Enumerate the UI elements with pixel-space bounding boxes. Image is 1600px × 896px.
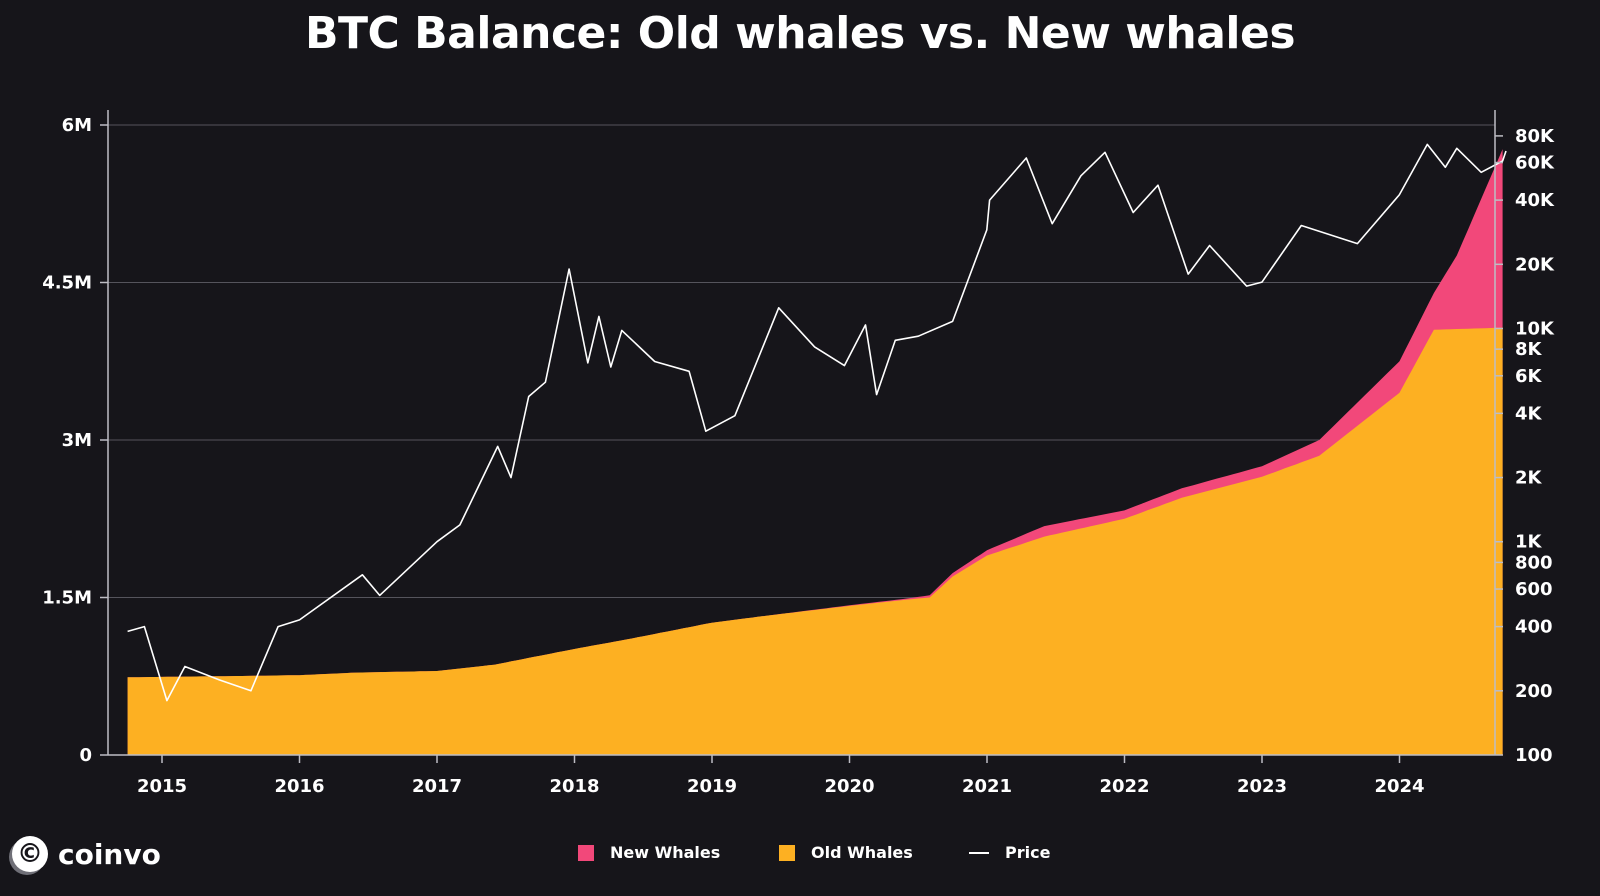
y-right-tick-label: 100 <box>1515 745 1553 766</box>
old-whales-area <box>127 327 1503 755</box>
y-left-tick-label: 0 <box>79 745 92 766</box>
y-right-tick-label: 800 <box>1515 552 1553 573</box>
y-right-tick-label: 600 <box>1515 579 1553 600</box>
copyright-icon: © <box>12 836 48 872</box>
x-tick-label: 2019 <box>687 776 737 797</box>
y-right-tick-label: 80K <box>1515 126 1555 147</box>
brand-logo: © coinvo <box>12 836 161 872</box>
x-tick-label: 2015 <box>137 776 187 797</box>
x-tick-label: 2017 <box>412 776 462 797</box>
y-right-tick-label: 400 <box>1515 617 1553 638</box>
y-right-tick-label: 20K <box>1515 254 1555 275</box>
chart-legend: New Whales Old Whales Price <box>0 843 1600 873</box>
y-right-tick-label: 8K <box>1515 339 1543 360</box>
y-right-tick-label: 6K <box>1515 366 1543 387</box>
x-tick-label: 2024 <box>1374 776 1424 797</box>
legend-item-price: Price <box>969 843 1050 862</box>
y-right-tick-label: 2K <box>1515 468 1543 489</box>
x-tick-label: 2020 <box>824 776 874 797</box>
axes <box>100 110 1503 763</box>
y-right-tick-label: 40K <box>1515 190 1555 211</box>
x-tick-label: 2016 <box>274 776 324 797</box>
y-right-tick-label: 4K <box>1515 403 1543 424</box>
legend-item-new-whales: New Whales <box>578 843 720 862</box>
y-right-tick-label: 60K <box>1515 153 1555 174</box>
x-tick-label: 2021 <box>962 776 1012 797</box>
y-left-tick-label: 4.5M <box>42 273 92 294</box>
legend-label-price: Price <box>1005 843 1051 862</box>
area-series <box>127 149 1503 756</box>
y-left-tick-label: 1.5M <box>42 588 92 609</box>
x-tick-label: 2018 <box>549 776 599 797</box>
chart-title: BTC Balance: Old whales vs. New whales <box>304 8 1296 59</box>
legend-item-old-whales: Old Whales <box>779 843 913 862</box>
y-right-tick-label: 10K <box>1515 318 1555 339</box>
x-tick-label: 2022 <box>1099 776 1149 797</box>
y-right-tick-label: 200 <box>1515 681 1553 702</box>
legend-label-old-whales: Old Whales <box>811 843 913 862</box>
brand-name: coinvo <box>58 837 161 871</box>
legend-line-price <box>969 851 989 854</box>
y-left-tick-label: 6M <box>62 115 92 136</box>
legend-swatch-new-whales <box>578 844 594 861</box>
price-series <box>127 143 1507 702</box>
legend-swatch-old-whales <box>779 844 795 861</box>
price-line <box>127 143 1507 702</box>
x-tick-label: 2023 <box>1237 776 1287 797</box>
y-right-tick-label: 1K <box>1515 532 1543 553</box>
y-left-tick-label: 3M <box>62 430 92 451</box>
legend-label-new-whales: New Whales <box>610 843 721 862</box>
